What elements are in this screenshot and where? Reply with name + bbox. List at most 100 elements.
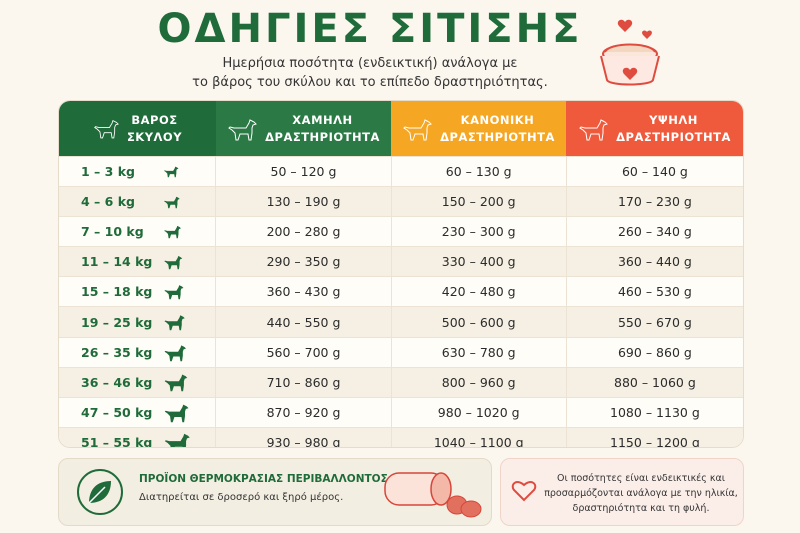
table-cell: 170 – 230 g	[565, 187, 743, 217]
portion-value: 200 – 280 g	[266, 224, 341, 240]
weight-label: 26 – 35 kg	[81, 344, 153, 360]
column-header: ΥΨΗΛΗ ΔΡΑΣΤΗΡΙΟΤΗΤΑ	[566, 101, 743, 156]
table-row: 36 – 46 kg 710 – 860 g 800 – 960 g 880 – 10…	[59, 366, 743, 397]
portion-value: 710 – 860 g	[266, 374, 341, 390]
header-label: ΥΨΗΛΗ ΔΡΑΣΤΗΡΙΟΤΗΤΑ	[616, 112, 731, 146]
portion-value: 980 – 1020 g	[437, 404, 520, 420]
portion-value: 60 – 130 g	[445, 164, 512, 180]
dog-icon	[403, 118, 433, 140]
header-line: ΒΑΡΟΣ	[131, 112, 178, 127]
table-cell: 800 – 960 g	[390, 367, 566, 397]
table-row: 26 – 35 kg 560 – 700 g 630 – 780 g 690 – 86…	[59, 336, 743, 367]
table-cell: 15 – 18 kg	[59, 277, 215, 306]
dog-icon	[228, 118, 258, 140]
weight-label: 1 – 3 kg	[81, 164, 135, 180]
table-cell: 4 – 6 kg	[59, 187, 215, 216]
dog-icon	[164, 404, 189, 422]
table-cell: 230 – 300 g	[390, 217, 566, 247]
header-line: ΣΚΥΛΟΥ	[126, 129, 183, 144]
portion-value: 440 – 550 g	[266, 314, 341, 330]
subtitle: το βάρος του σκύλου και το επίπεδο δραστ…	[192, 75, 548, 90]
table-cell: 440 – 550 g	[215, 307, 390, 337]
feeding-table: ΒΑΡΟΣ ΣΚΥΛΟΥ ΧΑΜΗΛΗ ΔΡΑΣΤΗΡΙΟΤΗΤΑ ΚΑΝΟΝΙΚΗ ΔΡ…	[58, 100, 744, 448]
note-text: Διατηρείται σε δροσερό και ξηρό μέρος.	[139, 492, 344, 503]
table-cell: 130 – 190 g	[215, 187, 390, 217]
weight-label: 47 – 50 kg	[81, 404, 153, 420]
portion-value: 130 – 190 g	[266, 194, 341, 210]
table-cell: 630 – 780 g	[390, 337, 566, 367]
portion-value: 330 – 400 g	[441, 254, 516, 270]
table-cell: 710 – 860 g	[215, 367, 390, 397]
table-cell: 7 – 10 kg	[59, 217, 215, 246]
header-line: ΚΑΝΟΝΙΚΗ	[460, 112, 535, 127]
table-cell: 260 – 340 g	[565, 217, 743, 247]
dog-icon	[164, 255, 183, 270]
dog-icon	[93, 120, 119, 139]
table-cell: 690 – 860 g	[565, 337, 743, 367]
portion-value: 460 – 530 g	[617, 284, 692, 300]
portion-value: 170 – 230 g	[617, 194, 692, 210]
info-line: προσαρμόζονται ανάλογα με την ηλικία,	[544, 488, 738, 499]
info-line: δραστηριότητα και τη φυλή.	[572, 503, 710, 514]
table-row: 19 – 25 kg 440 – 550 g 500 – 600 g 550 – 67…	[59, 306, 743, 337]
portion-value: 360 – 430 g	[266, 284, 341, 300]
portion-value: 630 – 780 g	[441, 344, 516, 360]
storage-note: ΠΡΟΪΟΝ ΘΕΡΜΟΚΡΑΣΙΑΣ ΠΕΡΙΒΑΛΛΟΝΤΟΣ Διατηρ…	[58, 458, 492, 526]
table-cell: 60 – 140 g	[565, 157, 743, 187]
portion-value: 150 – 200 g	[441, 194, 516, 210]
dog-icon	[164, 315, 185, 331]
dog-icon	[164, 196, 180, 208]
table-cell: 290 – 350 g	[215, 247, 390, 277]
header-label: ΧΑΜΗΛΗ ΔΡΑΣΤΗΡΙΟΤΗΤΑ	[265, 112, 380, 146]
table-cell: 51 – 55 kg	[59, 428, 215, 448]
dog-icon	[164, 226, 181, 239]
table-cell: 550 – 670 g	[565, 307, 743, 337]
table-cell: 420 – 480 g	[390, 277, 566, 307]
column-header: ΒΑΡΟΣ ΣΚΥΛΟΥ	[59, 101, 216, 156]
table-cell: 560 – 700 g	[215, 337, 390, 367]
portion-value: 870 – 920 g	[266, 404, 341, 420]
header-line: ΔΡΑΣΤΗΡΙΟΤΗΤΑ	[616, 129, 731, 144]
table-cell: 1 – 3 kg	[59, 157, 215, 186]
portion-value: 500 – 600 g	[441, 314, 516, 330]
info-note: Οι ποσότητες είναι ενδεικτικές και προσα…	[500, 458, 744, 526]
header-label: ΚΑΝΟΝΙΚΗ ΔΡΑΣΤΗΡΙΟΤΗΤΑ	[440, 112, 555, 146]
weight-label: 51 – 55 kg	[81, 434, 153, 448]
portion-value: 1040 – 1100 g	[433, 434, 524, 448]
table-cell: 1150 – 1200 g	[565, 427, 743, 448]
table-row: 15 – 18 kg 360 – 430 g 420 – 480 g 460 – 53…	[59, 276, 743, 307]
portion-value: 800 – 960 g	[441, 374, 516, 390]
dog-icon	[164, 285, 184, 300]
table-row: 7 – 10 kg 200 – 280 g 230 – 300 g 260 – 340…	[59, 216, 743, 247]
table-cell: 50 – 120 g	[215, 157, 390, 187]
info-text: Οι ποσότητες είναι ενδεικτικές και προσα…	[543, 471, 739, 516]
portion-value: 930 – 980 g	[266, 434, 341, 448]
portion-value: 560 – 700 g	[266, 344, 341, 360]
table-cell: 36 – 46 kg	[59, 368, 215, 397]
column-header: ΧΑΜΗΛΗ ΔΡΑΣΤΗΡΙΟΤΗΤΑ	[216, 101, 391, 156]
dog-icon	[164, 344, 186, 361]
portion-value: 50 – 120 g	[270, 164, 337, 180]
weight-label: 15 – 18 kg	[81, 284, 153, 300]
table-row: 4 – 6 kg 130 – 190 g 150 – 200 g 170 – 230 …	[59, 186, 743, 217]
weight-label: 36 – 46 kg	[81, 374, 153, 390]
weight-label: 11 – 14 kg	[81, 254, 153, 270]
table-cell: 870 – 920 g	[215, 397, 390, 427]
header-line: ΔΡΑΣΤΗΡΙΟΤΗΤΑ	[265, 129, 380, 144]
table-cell: 150 – 200 g	[390, 187, 566, 217]
dog-icon	[579, 118, 609, 140]
table-row: 1 – 3 kg 50 – 120 g 60 – 130 g 60 – 140 g	[59, 156, 743, 187]
portion-value: 260 – 340 g	[617, 224, 692, 240]
portion-value: 360 – 440 g	[617, 254, 692, 270]
header-line: ΔΡΑΣΤΗΡΙΟΤΗΤΑ	[440, 129, 555, 144]
table-cell: 360 – 440 g	[565, 247, 743, 277]
table-body: 1 – 3 kg 50 – 120 g 60 – 130 g 60 – 140 g 4 …	[59, 156, 743, 448]
table-cell: 26 – 35 kg	[59, 338, 215, 367]
info-line: Οι ποσότητες είναι ενδεικτικές και	[557, 473, 725, 484]
portion-value: 230 – 300 g	[441, 224, 516, 240]
weight-label: 19 – 25 kg	[81, 314, 153, 330]
portion-value: 1150 – 1200 g	[610, 434, 700, 448]
weight-label: 7 – 10 kg	[81, 224, 144, 240]
header-line: ΥΨΗΛΗ	[649, 112, 698, 127]
